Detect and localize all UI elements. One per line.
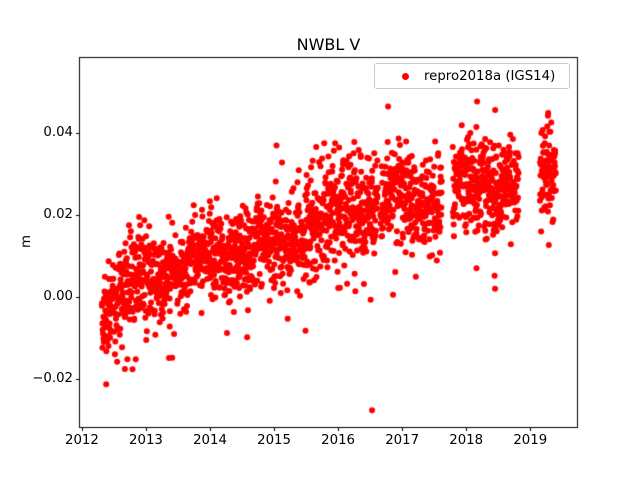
x-tick-label: 2015 — [257, 433, 291, 448]
x-tick-label: 2012 — [64, 433, 99, 448]
x-tick-label: 2017 — [385, 433, 420, 448]
x-tick-label: 2013 — [129, 433, 163, 448]
legend: repro2018a (IGS14) — [374, 63, 570, 89]
y-axis-label: m — [18, 235, 34, 248]
x-tick-label: 2016 — [321, 433, 356, 448]
chart-title: NWBL V — [296, 35, 361, 54]
x-tick-label: 2018 — [449, 433, 484, 448]
x-tick-label: 2019 — [513, 433, 548, 448]
y-tick-label: 0.04 — [43, 125, 73, 141]
x-tick-label: 2014 — [193, 433, 227, 448]
legend-marker-dot-icon — [402, 72, 409, 80]
y-tick-label: −0.02 — [32, 371, 73, 387]
y-tick-label: 0.00 — [43, 289, 73, 305]
legend-label: repro2018a (IGS14) — [424, 68, 556, 84]
y-tick-label: 0.02 — [43, 207, 73, 223]
